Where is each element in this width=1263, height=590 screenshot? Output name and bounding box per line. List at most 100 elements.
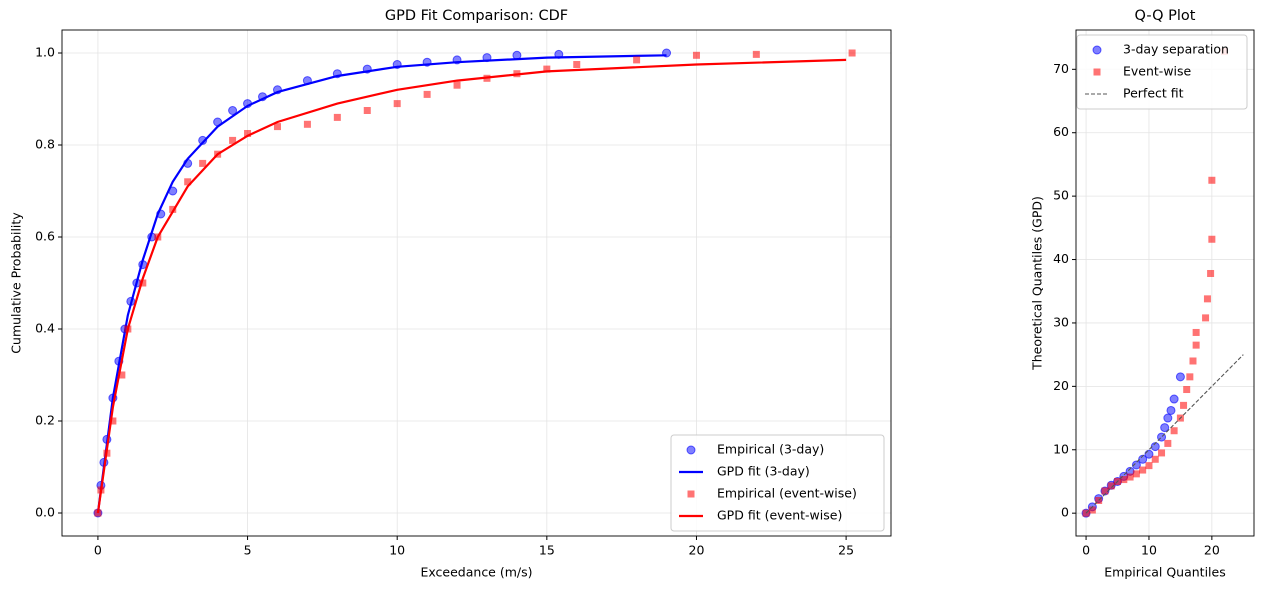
chart-title: Q-Q Plot [1135,8,1196,24]
point [1132,470,1140,478]
y-tick-label: 1.0 [35,45,55,60]
point [1166,405,1176,415]
point [752,50,760,58]
point [1160,423,1170,433]
point [1192,341,1200,349]
point [1095,496,1103,504]
point [1101,487,1109,495]
legend-label: Empirical (event-wise) [717,486,857,501]
point [1158,449,1166,457]
point [453,81,461,89]
point [1088,506,1096,514]
y-tick-label: 60 [1053,124,1069,139]
legend-label: Perfect fit [1123,86,1184,101]
point [1203,295,1211,303]
x-tick-label: 0 [94,543,102,558]
point [1126,473,1134,481]
point [1145,462,1153,470]
legend-label: Event-wise [1123,64,1192,79]
point [1170,427,1178,435]
y-tick-label: 0.6 [35,229,55,244]
point [199,159,207,167]
y-axis-label: Theoretical Quantiles (GPD) [1030,196,1045,371]
x-tick-label: 5 [244,543,252,558]
point [1208,235,1216,243]
x-tick-label: 20 [689,543,705,558]
series-line [1085,354,1244,514]
point [1202,314,1210,322]
x-tick-label: 10 [1141,543,1157,558]
point [1139,466,1147,474]
chart-title: GPD Fit Comparison: CDF [385,8,568,24]
y-tick-label: 0.0 [35,505,55,520]
y-tick-label: 0.4 [35,321,55,336]
x-tick-label: 10 [389,543,405,558]
point [1207,269,1215,277]
y-tick-label: 40 [1053,251,1069,266]
legend-label: GPD fit (event-wise) [717,508,842,523]
plot-area [93,48,856,518]
legend-label: GPD fit (3-day) [717,464,810,479]
legend-marker [1093,68,1101,76]
point [1151,455,1159,463]
point [198,135,208,145]
point [1169,394,1179,404]
y-tick-label: 30 [1053,314,1069,329]
y-tick-label: 0.8 [35,137,55,152]
point [1175,372,1185,382]
point [1180,401,1188,409]
point [303,120,311,128]
legend-box [1076,34,1248,110]
point [573,61,581,68]
series-line [96,58,847,514]
point [109,417,117,425]
x-axis-label: Empirical Quantiles [1104,565,1225,580]
point [273,123,281,131]
point [1164,439,1172,447]
point [1131,460,1141,470]
point [1138,454,1148,464]
point [393,100,401,108]
x-tick-label: 0 [1082,543,1090,558]
point [229,136,237,144]
y-tick-label: 0.2 [35,413,55,428]
subplot: 0 5 10 15 20 25 0.0 0.2 0.4 0.6 0.8 1.0 GPD Fit Comp… [9,8,892,580]
point [1107,482,1115,490]
point [1163,413,1173,423]
series-line [96,54,667,514]
axes-frame [1075,29,1255,537]
point [1150,442,1160,452]
point [633,56,641,64]
legend-marker [687,490,695,498]
point [1192,328,1200,336]
subplot: 0 10 20 0 10 20 30 40 50 60 70 Q-Q Plot Empirical Qu… [1030,8,1255,580]
point [692,51,700,59]
legend-marker [1092,45,1102,55]
point [1189,357,1197,365]
point [1208,176,1216,184]
point [333,113,341,121]
point [1120,476,1128,484]
y-tick-label: 0 [1061,505,1069,520]
y-tick-label: 50 [1053,188,1069,203]
x-tick-label: 25 [838,543,854,558]
x-tick-label: 20 [1204,543,1220,558]
y-tick-label: 10 [1053,441,1069,456]
axes-frame [61,29,892,537]
point [169,205,177,213]
legend-label: 3-day separation [1123,42,1229,57]
point [184,178,192,186]
point [244,130,252,137]
legend-label: Empirical (3-day) [717,442,824,457]
point [118,371,126,379]
x-axis-label: Exceedance (m/s) [420,565,532,580]
y-tick-label: 20 [1053,378,1069,393]
point [228,106,238,115]
point [139,279,147,287]
x-tick-label: 15 [539,543,555,558]
point [1183,386,1191,394]
plot-area [1081,48,1244,518]
point [363,107,371,114]
legend-marker [686,445,696,455]
